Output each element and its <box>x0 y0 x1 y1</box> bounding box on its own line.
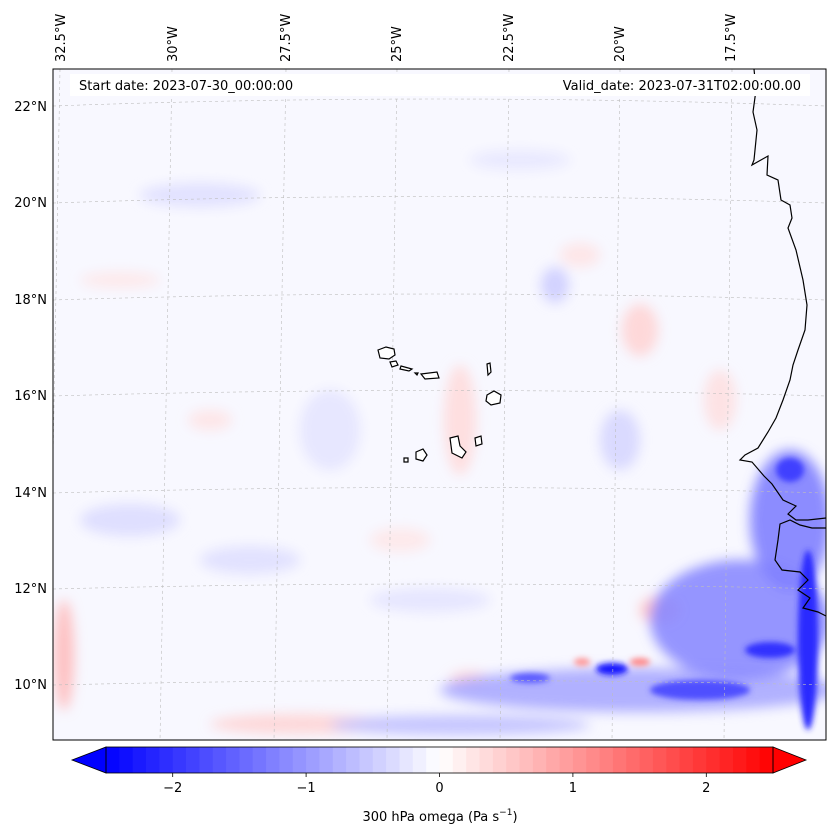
colorbar-step <box>212 747 227 773</box>
latitude-labels: 22°N 20°N 18°N 16°N 14°N 12°N 10°N <box>14 100 47 693</box>
colorbar-step <box>346 747 361 773</box>
lon-label: 27.5°W <box>279 14 294 62</box>
colorbar-step <box>226 747 240 773</box>
lat-label: 16°N <box>14 389 47 404</box>
colorbar-step <box>239 747 254 773</box>
island-sao-vicente <box>389 360 399 368</box>
colorbar-step <box>612 747 627 773</box>
lat-label: 14°N <box>14 486 47 501</box>
colorbar-step <box>292 747 307 773</box>
colorbar-step <box>532 747 547 773</box>
colorbar-step <box>252 747 267 773</box>
colorbar-steps <box>106 747 774 773</box>
map-frame <box>52 68 827 741</box>
island-raso <box>419 371 440 380</box>
lon-label: 25°W <box>390 26 405 62</box>
colorbar-step <box>106 747 120 773</box>
colorbar-step <box>359 747 374 773</box>
colorbar-step <box>679 747 694 773</box>
colorbar-step <box>626 747 641 773</box>
colorbar-step <box>652 747 667 773</box>
island-boa-vista <box>485 390 502 406</box>
colorbar: −2 −1 0 1 2 300 hPa omega (Pa s−1) <box>70 746 808 825</box>
lon-label: 22.5°W <box>502 14 517 62</box>
colorbar-step <box>172 747 187 773</box>
map-panel <box>53 69 826 740</box>
colorbar-step <box>692 747 707 773</box>
colorbar-label: 300 hPa omega (Pa s−1) <box>362 808 517 825</box>
start-date-label: Start date: 2023-07-30_00:00:00 <box>79 79 293 94</box>
island-sal <box>486 362 492 377</box>
omega-field-cores <box>510 458 818 730</box>
island-santo-antao <box>377 346 396 360</box>
colorbar-step <box>586 747 601 773</box>
colorbar-step <box>666 747 681 773</box>
lat-label: 12°N <box>14 582 47 597</box>
colorbar-tick-label: −1 <box>297 781 316 796</box>
colorbar-step <box>506 747 521 773</box>
colorbar-step <box>426 747 441 773</box>
colorbar-step <box>519 747 534 773</box>
island-sao-nicolau <box>399 365 414 372</box>
valid-date-label: Valid_date: 2023-07-31T02:00:00.00 <box>563 79 801 94</box>
colorbar-tick-label: 0 <box>435 781 443 796</box>
colorbar-ticks: −2 −1 0 1 2 <box>163 773 710 796</box>
colorbar-tick-label: 2 <box>702 781 710 796</box>
graticule <box>53 69 826 740</box>
colorbar-step <box>706 747 721 773</box>
colorbar-step <box>439 747 454 773</box>
lon-label: 17.5°W <box>724 14 739 62</box>
longitude-labels: 32.5°W 30°W 27.5°W 25°W 22.5°W 20°W 17.5… <box>54 14 739 62</box>
colorbar-step <box>479 747 494 773</box>
cape-verde-islands <box>377 346 502 463</box>
lon-label: 32.5°W <box>54 14 69 62</box>
colorbar-step <box>132 747 147 773</box>
colorbar-step <box>639 747 654 773</box>
lat-label: 20°N <box>14 196 47 211</box>
lon-label: 20°W <box>613 26 628 62</box>
colorbar-step <box>719 747 734 773</box>
lat-label: 22°N <box>14 100 47 115</box>
island-santiago <box>449 435 467 459</box>
colorbar-step <box>492 747 507 773</box>
colorbar-step <box>306 747 321 773</box>
colorbar-step <box>599 747 614 773</box>
colorbar-step <box>572 747 587 773</box>
colorbar-step <box>186 747 200 773</box>
colorbar-extend-min <box>70 746 107 774</box>
colorbar-tick-label: 1 <box>569 781 577 796</box>
island-brava <box>403 457 409 463</box>
date-strip <box>70 74 810 96</box>
colorbar-step <box>759 747 774 773</box>
colorbar-step <box>412 747 427 773</box>
colorbar-extend-max <box>772 746 808 774</box>
lon-label: 30°W <box>166 26 181 62</box>
colorbar-step <box>279 747 294 773</box>
colorbar-step <box>386 747 401 773</box>
colorbar-step <box>452 747 467 773</box>
colorbar-step <box>159 747 174 773</box>
colorbar-step <box>559 747 574 773</box>
colorbar-step <box>746 747 761 773</box>
colorbar-step <box>266 747 281 773</box>
colorbar-tick-label: −2 <box>163 781 182 796</box>
colorbar-step <box>466 747 481 773</box>
island-fogo <box>415 448 428 462</box>
colorbar-step <box>546 747 561 773</box>
lat-label: 10°N <box>14 678 47 693</box>
island-santa-luzia <box>413 372 419 377</box>
colorbar-step <box>119 747 134 773</box>
colorbar-step <box>319 747 334 773</box>
colorbar-step <box>332 747 347 773</box>
colorbar-step <box>372 747 387 773</box>
colorbar-step <box>199 747 214 773</box>
colorbar-step <box>732 747 747 773</box>
lat-label: 18°N <box>14 293 47 308</box>
colorbar-step <box>146 747 160 773</box>
african-coastline <box>738 69 826 617</box>
island-maio <box>474 435 483 447</box>
colorbar-step <box>399 747 414 773</box>
